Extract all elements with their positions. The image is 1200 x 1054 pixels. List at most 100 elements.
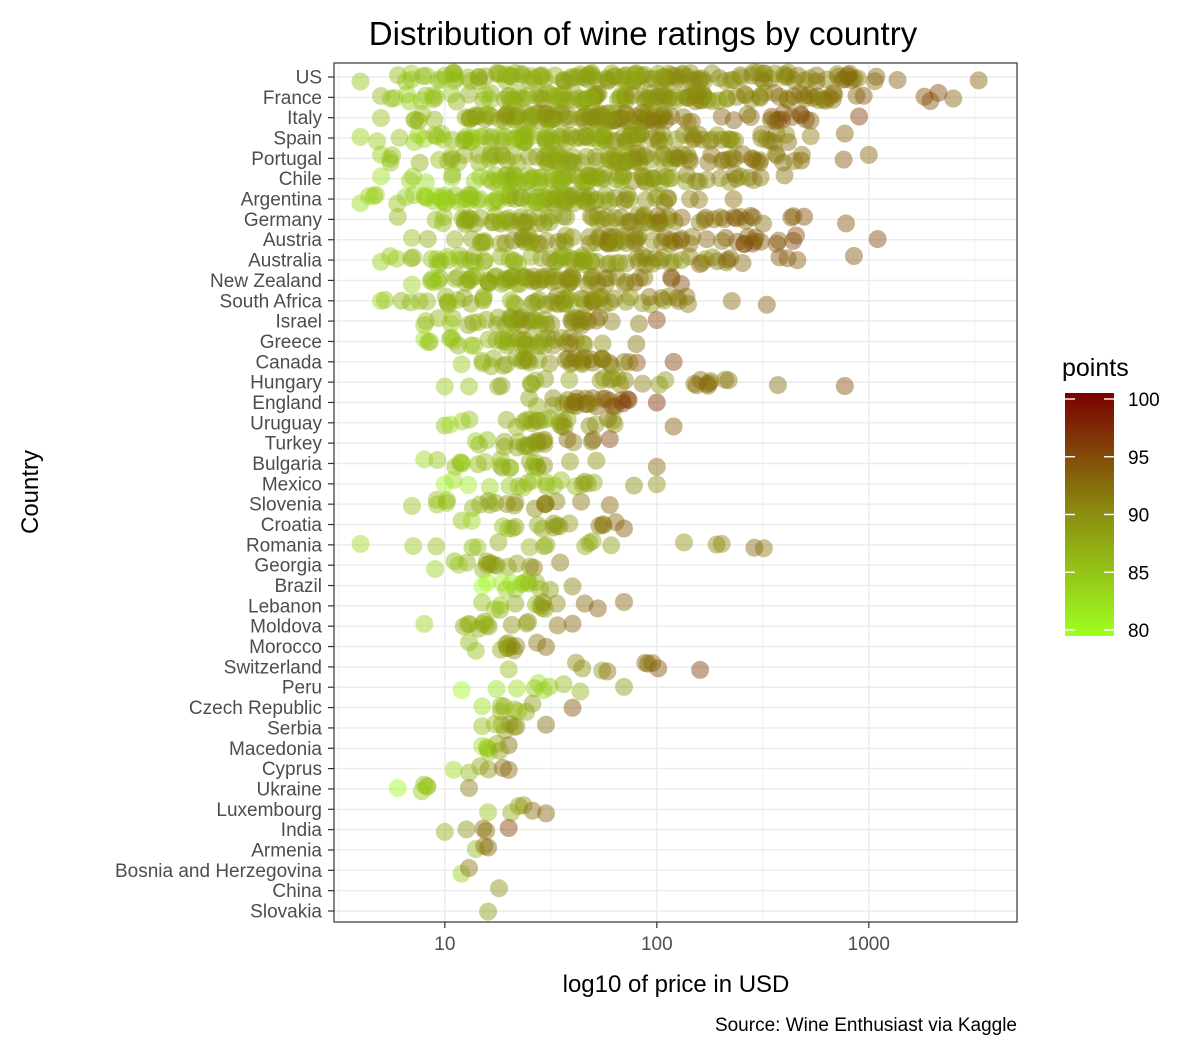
data-point xyxy=(718,89,737,108)
data-point xyxy=(599,70,617,89)
data-point xyxy=(606,104,625,123)
data-point xyxy=(558,391,577,409)
data-point xyxy=(556,350,575,369)
data-point xyxy=(581,394,600,413)
data-point xyxy=(431,269,449,288)
data-point xyxy=(834,150,853,169)
data-point xyxy=(497,635,516,654)
data-point xyxy=(417,66,436,85)
data-point xyxy=(685,70,704,89)
data-point xyxy=(823,90,842,109)
data-point xyxy=(483,193,502,212)
data-point xyxy=(410,292,429,311)
data-point xyxy=(633,374,652,393)
data-point xyxy=(561,251,579,270)
data-point xyxy=(735,85,754,104)
data-point xyxy=(607,254,626,273)
data-point xyxy=(829,67,848,86)
data-point xyxy=(656,68,675,87)
data-point xyxy=(519,112,538,131)
data-point xyxy=(538,329,557,347)
data-point xyxy=(629,314,648,333)
data-point xyxy=(588,85,607,104)
data-point xyxy=(547,188,566,207)
data-point xyxy=(460,110,479,129)
y-tick-label: Armenia xyxy=(251,840,322,861)
data-point xyxy=(513,574,532,593)
data-point xyxy=(517,702,536,721)
data-point xyxy=(479,902,498,921)
y-tick-label: New Zealand xyxy=(210,271,322,292)
data-point xyxy=(833,70,852,89)
data-point xyxy=(388,207,407,226)
data-point xyxy=(526,432,544,451)
data-point xyxy=(593,334,612,353)
data-point xyxy=(598,255,617,274)
data-point xyxy=(580,234,599,253)
data-point xyxy=(500,186,519,205)
data-point xyxy=(671,231,690,250)
data-point xyxy=(743,66,761,85)
y-axis-title: Country xyxy=(17,450,44,534)
data-point xyxy=(375,291,394,309)
data-point xyxy=(587,451,606,470)
data-point xyxy=(632,66,651,85)
data-point xyxy=(835,377,854,395)
data-point xyxy=(648,186,667,205)
data-point xyxy=(517,572,536,591)
data-point xyxy=(587,311,606,330)
data-point xyxy=(518,351,537,369)
data-point xyxy=(487,190,506,209)
data-point xyxy=(460,108,479,127)
data-point xyxy=(682,112,701,131)
data-point xyxy=(522,294,541,313)
data-point xyxy=(633,168,652,187)
data-point xyxy=(621,288,640,307)
data-point xyxy=(561,152,580,171)
data-point xyxy=(511,188,530,207)
data-point xyxy=(499,760,518,779)
data-point xyxy=(629,227,648,246)
data-point xyxy=(506,594,525,613)
x-tick-label: 100 xyxy=(641,934,673,955)
data-point xyxy=(381,247,400,266)
data-point xyxy=(617,153,636,171)
data-point xyxy=(516,213,535,232)
data-point xyxy=(605,147,623,166)
data-point xyxy=(554,247,573,266)
data-point xyxy=(506,129,525,148)
data-point xyxy=(664,417,683,436)
data-point xyxy=(479,743,498,762)
data-point xyxy=(477,821,496,840)
data-point xyxy=(537,473,556,492)
data-point xyxy=(708,126,727,145)
data-point xyxy=(387,249,406,268)
data-point xyxy=(561,452,579,471)
data-point xyxy=(426,211,445,229)
data-point xyxy=(586,87,605,106)
data-point xyxy=(584,293,603,312)
data-point xyxy=(478,739,497,758)
data-point xyxy=(590,308,609,327)
data-point xyxy=(662,66,681,85)
data-point xyxy=(626,234,645,252)
data-point xyxy=(741,206,760,225)
data-point xyxy=(486,493,505,512)
data-point xyxy=(743,149,762,168)
data-point xyxy=(544,336,563,355)
data-point xyxy=(488,63,507,82)
data-point xyxy=(424,86,443,105)
data-point xyxy=(929,83,948,102)
data-point xyxy=(628,248,647,267)
data-point xyxy=(592,349,611,368)
x-axis: 10 100 1000 xyxy=(434,922,890,955)
data-point xyxy=(381,153,400,172)
data-point xyxy=(491,600,510,619)
data-point xyxy=(492,376,511,395)
data-point xyxy=(558,165,577,184)
data-point xyxy=(603,64,621,83)
data-point xyxy=(615,67,634,86)
data-point xyxy=(579,70,598,89)
data-point xyxy=(723,148,742,167)
data-point xyxy=(505,496,524,515)
